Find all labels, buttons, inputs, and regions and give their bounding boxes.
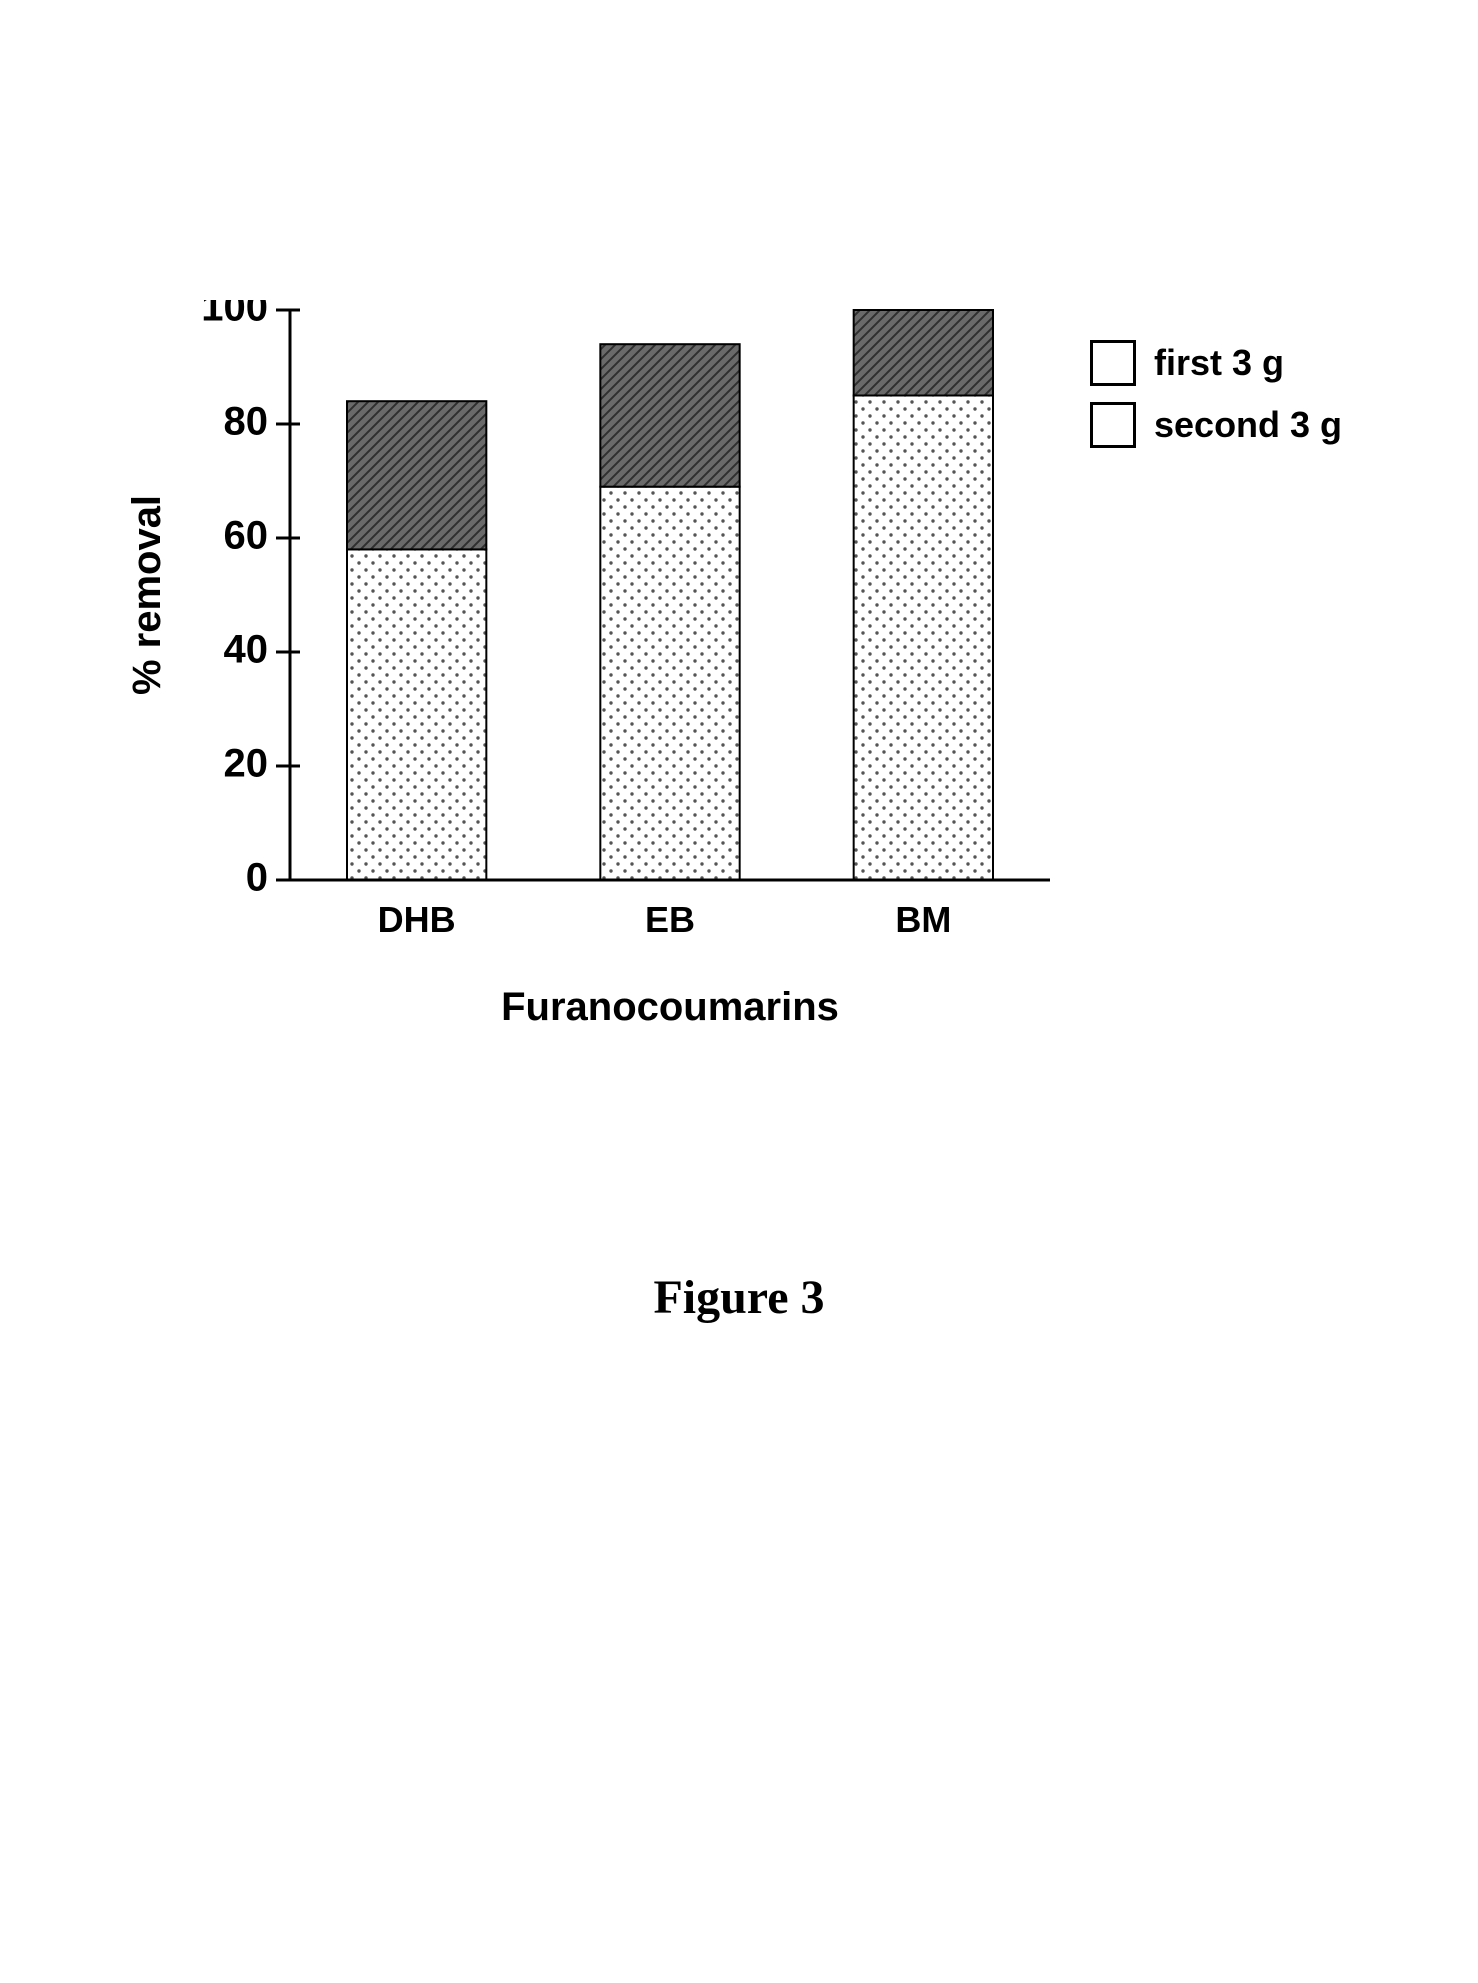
svg-text:% removal: % removal [125, 495, 169, 695]
legend: first 3 g second 3 g [1090, 340, 1342, 464]
chart-row: 0 20 40 60 80 100 % removal DHB EB BM Furanocoumar… [110, 300, 1370, 1060]
svg-text:Furanocoumarins: Furanocoumarins [501, 985, 839, 1029]
svg-text:40: 40 [224, 628, 269, 672]
legend-label-second: second 3 g [1154, 404, 1342, 446]
legend-item-second: second 3 g [1090, 402, 1342, 448]
figure-caption: Figure 3 [0, 1270, 1478, 1325]
legend-swatch-first [1090, 340, 1136, 386]
svg-text:0: 0 [246, 856, 268, 900]
svg-text:DHB: DHB [378, 899, 456, 940]
svg-text:20: 20 [224, 742, 269, 786]
legend-label-first: first 3 g [1154, 342, 1284, 384]
legend-item-first: first 3 g [1090, 340, 1342, 386]
svg-text:100: 100 [201, 300, 268, 330]
svg-text:EB: EB [645, 899, 695, 940]
page: 0 20 40 60 80 100 % removal DHB EB BM Furanocoumar… [0, 0, 1478, 1983]
bar-chart: 0 20 40 60 80 100 % removal DHB EB BM Furanocoumar… [110, 300, 1060, 1060]
svg-text:60: 60 [224, 514, 269, 558]
svg-text:BM: BM [895, 899, 951, 940]
chart-container: 0 20 40 60 80 100 % removal DHB EB BM Furanocoumar… [110, 300, 1370, 1060]
legend-swatch-second [1090, 402, 1136, 448]
svg-text:80: 80 [224, 400, 269, 444]
